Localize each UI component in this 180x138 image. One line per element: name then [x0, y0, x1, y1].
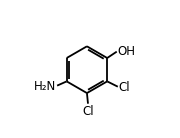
Text: H₂N: H₂N: [34, 79, 56, 93]
Text: Cl: Cl: [119, 81, 130, 94]
Text: Cl: Cl: [83, 105, 94, 118]
Text: OH: OH: [118, 45, 136, 58]
